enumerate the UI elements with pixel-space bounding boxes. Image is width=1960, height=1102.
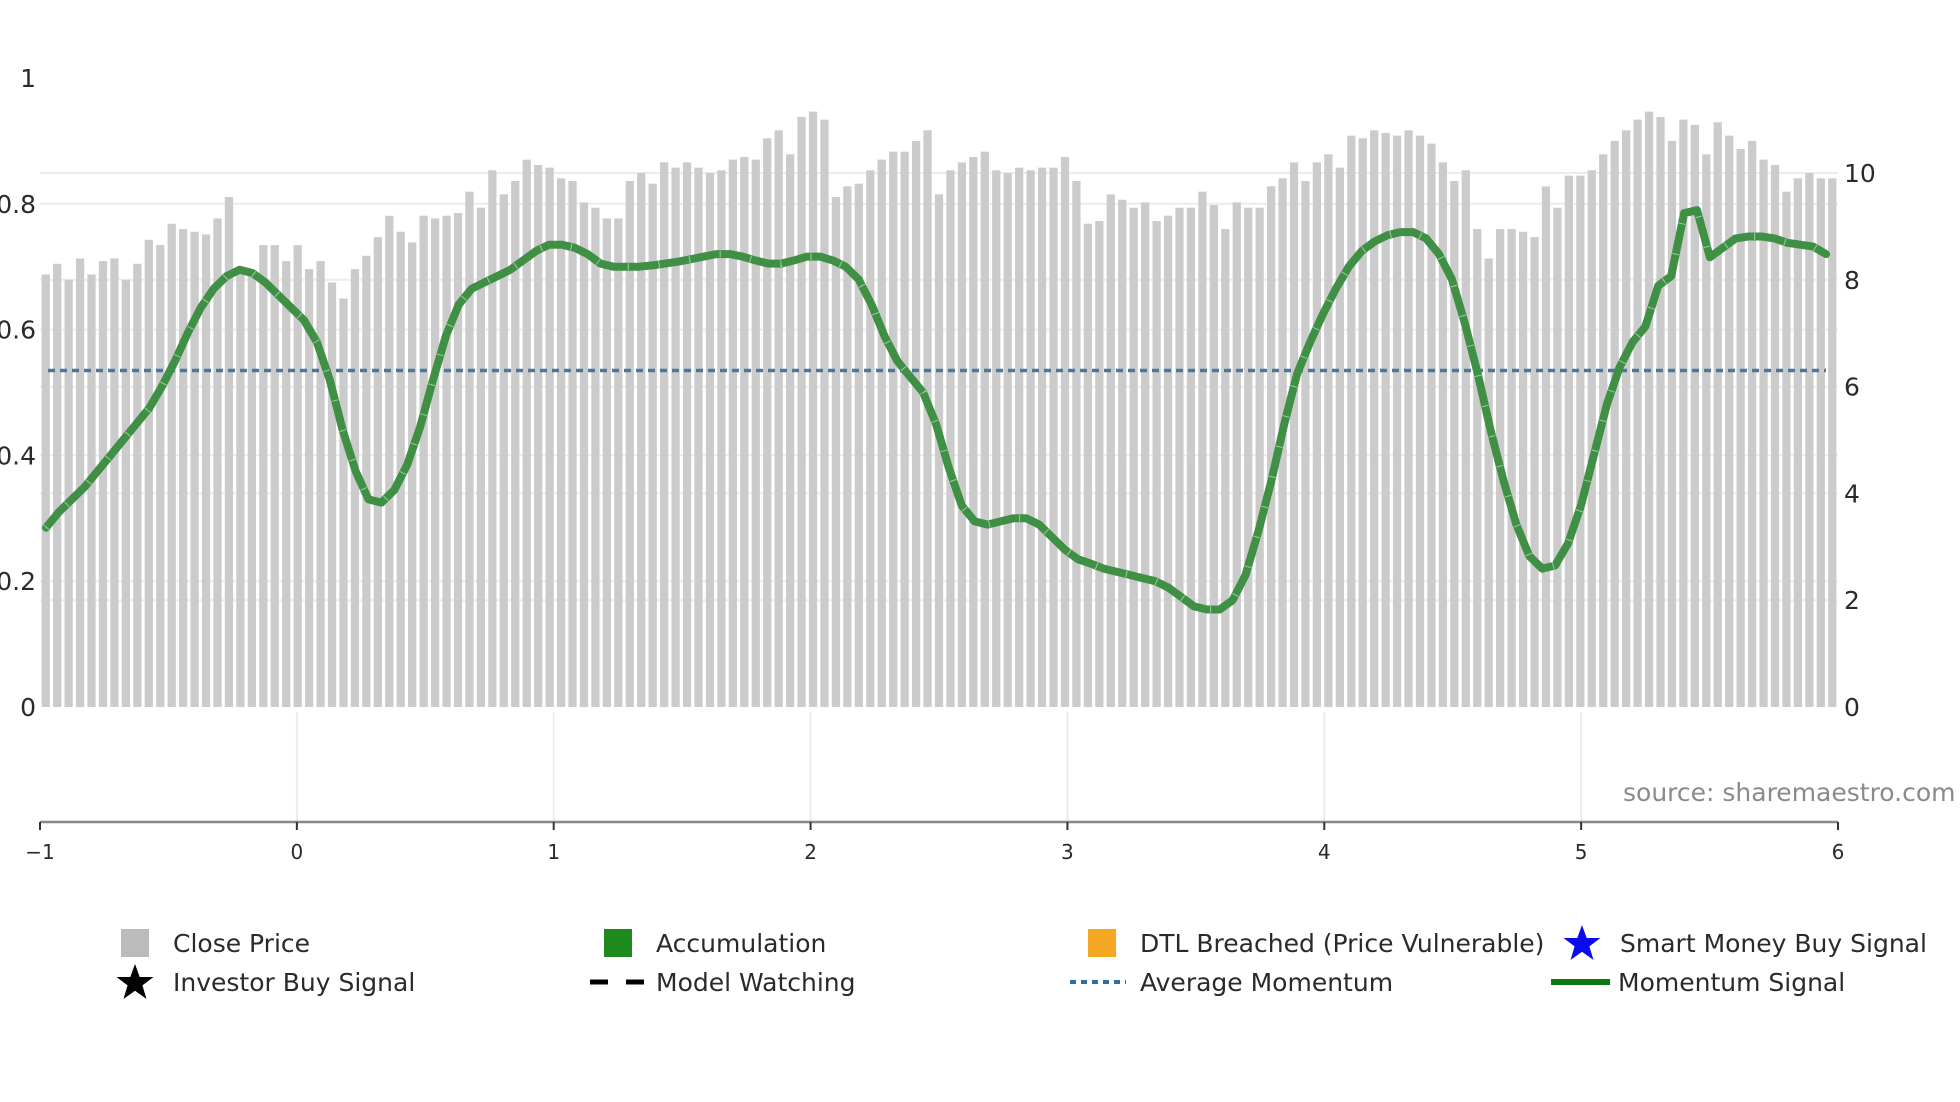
legend: Close Price Accumulation DTL Breached (P… bbox=[0, 925, 1960, 1005]
dotted-line-icon bbox=[1063, 964, 1132, 1000]
legend-item-investor-buy-signal[interactable]: Investor Buy Signal bbox=[105, 964, 415, 1000]
svg-text:0: 0 bbox=[290, 840, 303, 864]
dashed-line-icon bbox=[588, 964, 648, 1000]
svg-text:2: 2 bbox=[1844, 586, 1860, 615]
svg-text:0.2: 0.2 bbox=[0, 567, 36, 596]
svg-text:4: 4 bbox=[1318, 840, 1331, 864]
svg-text:3: 3 bbox=[1061, 840, 1074, 864]
legend-item-momentum-signal[interactable]: Momentum Signal bbox=[1550, 964, 1845, 1000]
source-label: source: sharemaestro.com bbox=[1623, 778, 1956, 807]
svg-text:1: 1 bbox=[547, 840, 560, 864]
right-y-axis: 0 2 4 6 8 10 bbox=[1844, 159, 1876, 722]
svg-text:6: 6 bbox=[1844, 373, 1860, 402]
star-icon bbox=[105, 964, 165, 1000]
momentum-signal-line bbox=[42, 205, 1830, 614]
close-price-bars bbox=[41, 111, 1837, 708]
svg-text:0.8: 0.8 bbox=[0, 190, 36, 219]
svg-text:0.6: 0.6 bbox=[0, 316, 36, 345]
star-icon bbox=[1552, 925, 1612, 961]
svg-text:0: 0 bbox=[20, 693, 36, 722]
legend-item-dtl-breached[interactable]: DTL Breached (Price Vulnerable) bbox=[1072, 925, 1544, 961]
svg-text:4: 4 bbox=[1844, 479, 1860, 508]
legend-label: Average Momentum bbox=[1140, 967, 1394, 997]
chart-canvas: 0 0.2 0.4 0.6 0.8 1 0 2 4 6 8 10 −1 0 1 2 3 4 5 6 bbox=[0, 64, 1876, 864]
legend-label: Investor Buy Signal bbox=[173, 967, 416, 997]
svg-text:2: 2 bbox=[804, 840, 817, 864]
legend-label: Momentum Signal bbox=[1618, 967, 1846, 997]
legend-label: Accumulation bbox=[656, 928, 827, 958]
legend-label: DTL Breached (Price Vulnerable) bbox=[1140, 928, 1545, 958]
x-axis: −1 0 1 2 3 4 5 6 bbox=[25, 820, 1845, 864]
solid-line-icon bbox=[1550, 964, 1610, 1000]
square-icon bbox=[1072, 925, 1132, 961]
svg-text:−1: −1 bbox=[25, 840, 54, 864]
svg-text:0: 0 bbox=[1844, 693, 1860, 722]
svg-text:1: 1 bbox=[20, 64, 36, 93]
svg-text:0.4: 0.4 bbox=[0, 441, 36, 470]
svg-text:8: 8 bbox=[1844, 266, 1860, 295]
legend-item-smart-money-buy-signal[interactable]: Smart Money Buy Signal bbox=[1552, 925, 1927, 961]
svg-text:6: 6 bbox=[1832, 840, 1845, 864]
legend-item-close-price[interactable]: Close Price bbox=[105, 925, 310, 961]
legend-label: Smart Money Buy Signal bbox=[1620, 928, 1927, 958]
svg-text:10: 10 bbox=[1844, 159, 1876, 188]
left-y-axis: 0 0.2 0.4 0.6 0.8 1 bbox=[0, 64, 36, 722]
square-icon bbox=[105, 925, 165, 961]
square-icon bbox=[588, 925, 648, 961]
svg-text:5: 5 bbox=[1575, 840, 1588, 864]
legend-item-average-momentum[interactable]: Average Momentum bbox=[1063, 964, 1393, 1000]
legend-item-model-watching[interactable]: Model Watching bbox=[588, 964, 856, 1000]
legend-item-accumulation[interactable]: Accumulation bbox=[588, 925, 826, 961]
legend-label: Model Watching bbox=[656, 967, 856, 997]
legend-label: Close Price bbox=[173, 928, 311, 958]
